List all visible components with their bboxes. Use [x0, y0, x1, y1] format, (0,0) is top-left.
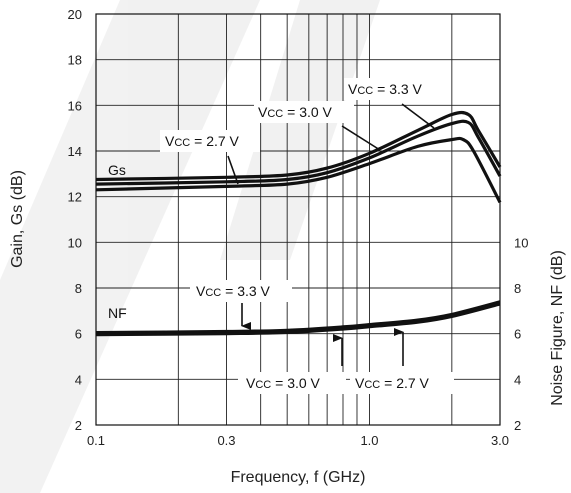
annotation-label: VCC = 2.7 V	[165, 133, 240, 149]
y-tick-label-left: 20	[68, 7, 82, 22]
vcc-annotation: VCC = 3.0 V	[238, 334, 346, 394]
vcc-annotation: VCC = 3.3 V	[344, 78, 444, 129]
annotation-label: VCC = 3.0 V	[246, 375, 321, 391]
y-tick-label-right: 10	[514, 235, 528, 250]
annotation-label: VCC = 3.3 V	[196, 283, 271, 299]
x-tick-label: 1.0	[360, 433, 378, 448]
annotation-pointer	[341, 125, 381, 151]
annotation-background	[190, 280, 292, 302]
gs-group-label: Gs	[108, 162, 126, 178]
gain-series-line	[95, 119, 502, 186]
annotation-pointer	[401, 103, 435, 129]
y-tick-label-left: 14	[68, 144, 82, 159]
gain-series-line	[95, 110, 502, 182]
x-tick-labels: 0.1 0.3 1.0 3.0	[87, 433, 509, 448]
annotation-label: VCC = 3.0 V	[258, 104, 333, 120]
y-tick-label-left: 18	[68, 53, 82, 68]
y-tick-label-left: 6	[75, 327, 82, 342]
annotation-background	[238, 372, 346, 394]
gain-series-line	[95, 136, 502, 204]
y-axis-title-left: Gain, Gs (dB)	[9, 170, 26, 268]
vcc-annotation: VCC = 3.0 V	[254, 101, 381, 151]
y-tick-label-left: 12	[68, 190, 82, 205]
right-tick-labels: 2 4 6 8 10	[514, 235, 528, 433]
y-tick-label-right: 4	[514, 372, 521, 387]
annotation-background	[344, 78, 444, 100]
y-tick-label-right: 6	[514, 327, 521, 342]
annotation-label: VCC = 3.3 V	[348, 81, 423, 97]
plot-frame	[95, 13, 501, 426]
vcc-annotation: VCC = 3.3 V	[190, 280, 292, 330]
x-axis-title: Frequency, f (GHz)	[231, 469, 366, 486]
annotation-background	[254, 101, 354, 123]
annotation-background	[160, 130, 260, 152]
x-tick-label: 3.0	[491, 433, 509, 448]
y-tick-label-left: 8	[75, 281, 82, 296]
series-layer	[95, 110, 502, 337]
noise-series-line	[95, 302, 501, 337]
y-tick-label-left: 10	[68, 235, 82, 250]
y-tick-label-right: 8	[514, 281, 521, 296]
y-tick-label-right: 2	[514, 418, 521, 433]
annotations: VCC = 3.3 V VCC = 3.0 V VCC = 2.7 V VCC = 3…	[160, 78, 454, 394]
y-tick-label-left: 4	[75, 372, 82, 387]
x-tick-label: 0.3	[217, 433, 235, 448]
nf-group-label: NF	[108, 305, 127, 321]
y-axis-title-right: Noise Figure, NF (dB)	[549, 250, 566, 406]
x-tick-label: 0.1	[87, 433, 105, 448]
annotation-background	[350, 372, 454, 394]
annotation-pointer	[227, 155, 239, 185]
vcc-annotation: VCC = 2.7 V	[160, 130, 260, 185]
left-tick-labels: 2 4 6 8 10 12 14 16 18 20	[68, 7, 82, 433]
vcc-annotation: VCC = 2.7 V	[350, 328, 454, 394]
y-tick-label-left: 16	[68, 98, 82, 113]
annotation-label: VCC = 2.7 V	[355, 375, 430, 391]
y-tick-label-left: 2	[75, 418, 82, 433]
watermark	[0, 0, 380, 493]
